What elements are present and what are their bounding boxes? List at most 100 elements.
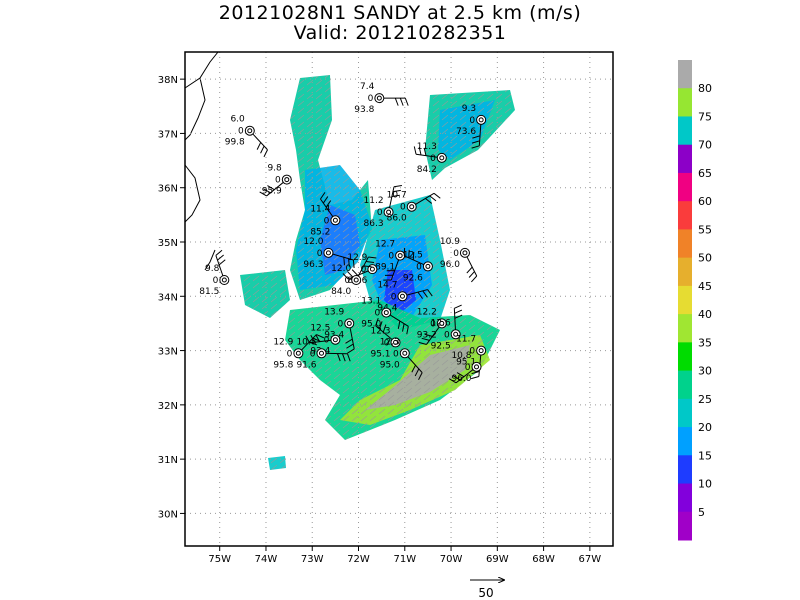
wind-vector (306, 359, 314, 366)
wind-vector (513, 100, 515, 107)
wind-vector (315, 324, 323, 331)
wind-vector (324, 114, 332, 121)
wind-vector (378, 142, 386, 149)
wind-vector (486, 226, 494, 233)
wind-vector (243, 107, 251, 114)
wind-vector (369, 289, 377, 296)
wind-vector (468, 247, 476, 254)
wind-vector (423, 247, 431, 254)
wind-vector (240, 163, 242, 170)
wind-vector (477, 198, 485, 205)
wind-vector (414, 205, 422, 212)
wind-vector (315, 422, 323, 429)
wind-vector (297, 100, 305, 107)
wind-vector (324, 282, 332, 289)
wind-vector (414, 86, 422, 93)
wind-vector (459, 366, 467, 373)
lon-tick-label: 69W (486, 554, 509, 565)
wind-vector (333, 205, 341, 212)
wind-vector (252, 212, 260, 219)
wind-vector (270, 401, 278, 408)
wind-vector (270, 387, 278, 394)
station-value-top: 12.7 (375, 240, 395, 250)
wind-vector (360, 324, 368, 331)
wind-vector (333, 75, 341, 79)
wind-barb-flag (399, 97, 404, 106)
wind-vector (477, 170, 485, 177)
wind-vector (513, 254, 515, 261)
wind-vector (360, 366, 368, 373)
wind-vector (351, 296, 359, 303)
wind-vector (306, 317, 314, 324)
wind-vector (486, 415, 494, 422)
colorbar-segment (678, 201, 692, 230)
wind-vector (351, 254, 359, 261)
wind-vector (240, 429, 242, 436)
wind-vector (351, 352, 359, 359)
wind-vector (513, 387, 515, 394)
wind-vector (360, 338, 368, 345)
wind-vector (486, 289, 494, 296)
wind-vector (414, 282, 422, 289)
wind-vector (243, 324, 251, 331)
wind-vector (432, 359, 440, 366)
wind-vector (333, 142, 341, 149)
wind-barb-flag (392, 189, 401, 193)
wind-vector (414, 121, 422, 128)
wind-vector (333, 422, 341, 429)
station-value-bottom: 95.8 (273, 360, 293, 370)
wind-vector (441, 408, 449, 415)
wind-vector (360, 289, 368, 296)
wind-vector (315, 408, 323, 415)
wind-vector (351, 240, 359, 247)
wind-vector (261, 282, 269, 289)
wind-vector (252, 107, 260, 114)
wind-vector (504, 394, 512, 401)
wind-vector (459, 422, 467, 429)
station-circle (330, 215, 341, 226)
wind-vector (423, 352, 431, 359)
wind-vector (432, 415, 440, 422)
wind-vector (342, 100, 350, 107)
wind-barb-flag (217, 254, 224, 261)
wind-vector (306, 142, 314, 149)
wind-vector (315, 128, 323, 135)
wind-vector (279, 100, 287, 107)
wind-vector (468, 205, 476, 212)
wind-vector (306, 408, 314, 415)
wind-vector (441, 359, 449, 366)
station-value-mid: 0 (344, 276, 350, 286)
wind-barb-flag (325, 200, 332, 208)
wind-vector (441, 366, 449, 373)
station-value-mid: 0 (416, 262, 422, 272)
wind-vector (513, 443, 515, 450)
wind-vector (441, 429, 449, 436)
wind-vector (324, 387, 332, 394)
station-value-mid: 0 (324, 216, 330, 226)
wind-vector (360, 149, 368, 156)
wind-vector (450, 450, 458, 457)
wind-vector (306, 93, 314, 100)
wind-vector (297, 338, 305, 345)
longitude-ticks: 75W 74W 73W 72W 71W 70W 69W 68W 67W (208, 546, 601, 565)
wind-vector (486, 282, 494, 289)
colorbar-label: 10 (698, 478, 712, 491)
wind-vector (477, 443, 485, 450)
wind-vector (324, 184, 332, 191)
wind-vector (486, 212, 494, 219)
wind-vector (378, 233, 386, 240)
station-value-mid: 0 (469, 347, 475, 357)
wind-vector (243, 429, 251, 436)
wind-vector (360, 219, 368, 226)
wind-vector (342, 408, 350, 415)
wind-vector (243, 191, 251, 198)
wind-vector (351, 114, 359, 121)
wind-vector (477, 436, 485, 443)
wind-vector (360, 226, 368, 233)
wind-vector (450, 86, 458, 93)
wind-vector (324, 296, 332, 303)
wind-vector (288, 324, 296, 331)
